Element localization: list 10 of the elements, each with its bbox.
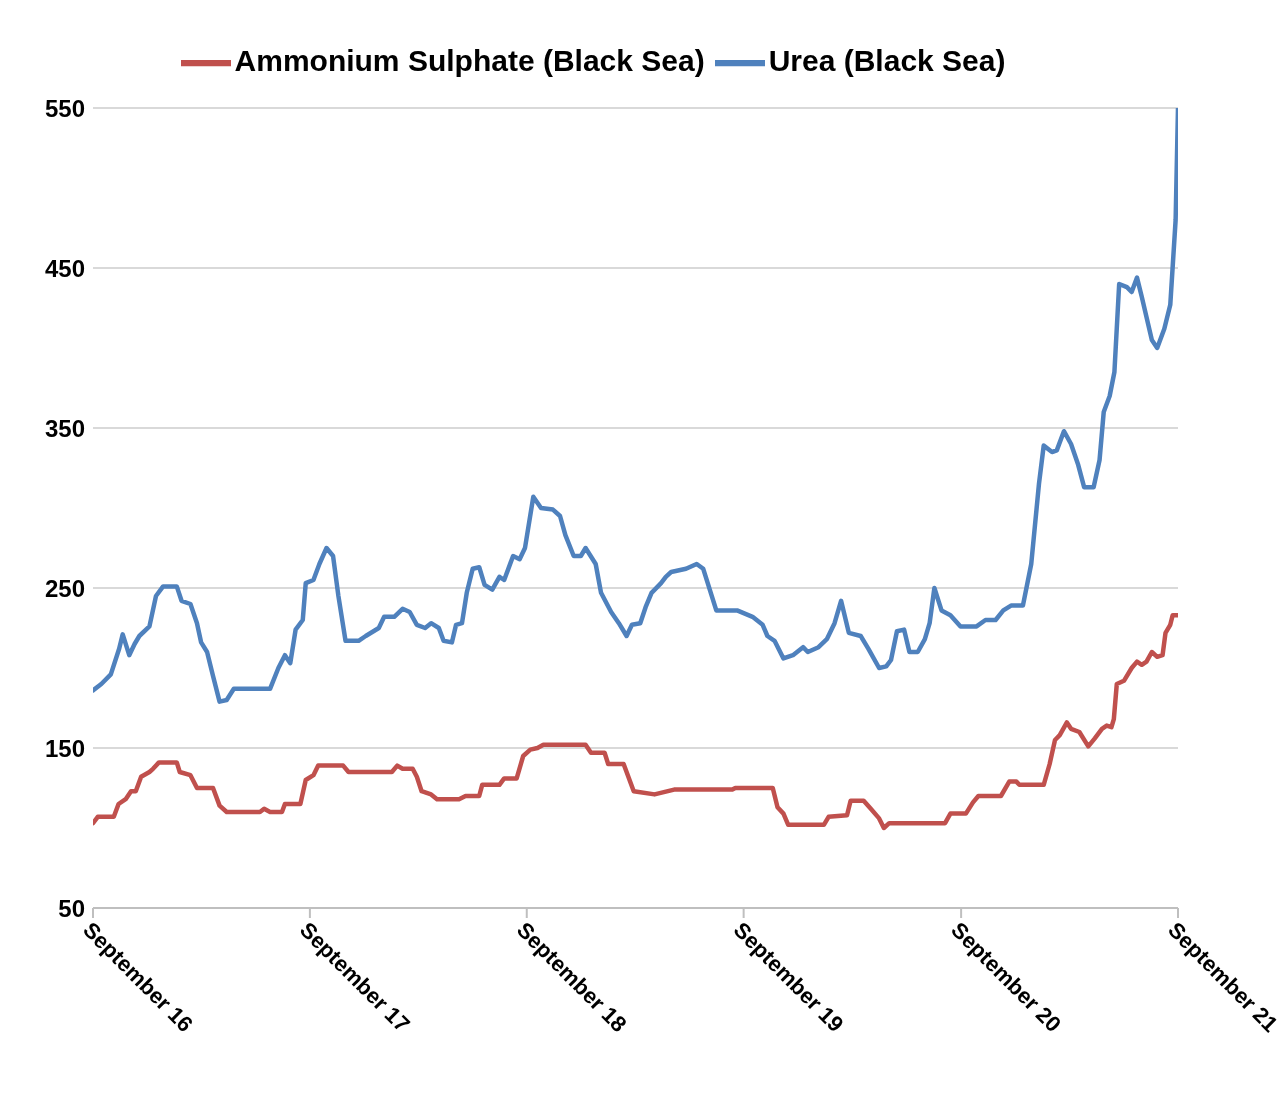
y-tick-label: 250 — [44, 574, 85, 602]
legend-label: Urea (Black Sea) — [768, 43, 1006, 77]
y-tick-label: 50 — [58, 894, 85, 922]
y-tick-label: 550 — [44, 94, 85, 122]
y-tick-label: 350 — [44, 414, 85, 442]
line-series — [93, 612, 1178, 831]
y-tick-label: 450 — [44, 254, 85, 282]
line-series — [93, 108, 1178, 704]
legend-label: Ammonium Sulphate (Black Sea) — [234, 43, 705, 77]
y-tick-label: 150 — [44, 734, 85, 762]
